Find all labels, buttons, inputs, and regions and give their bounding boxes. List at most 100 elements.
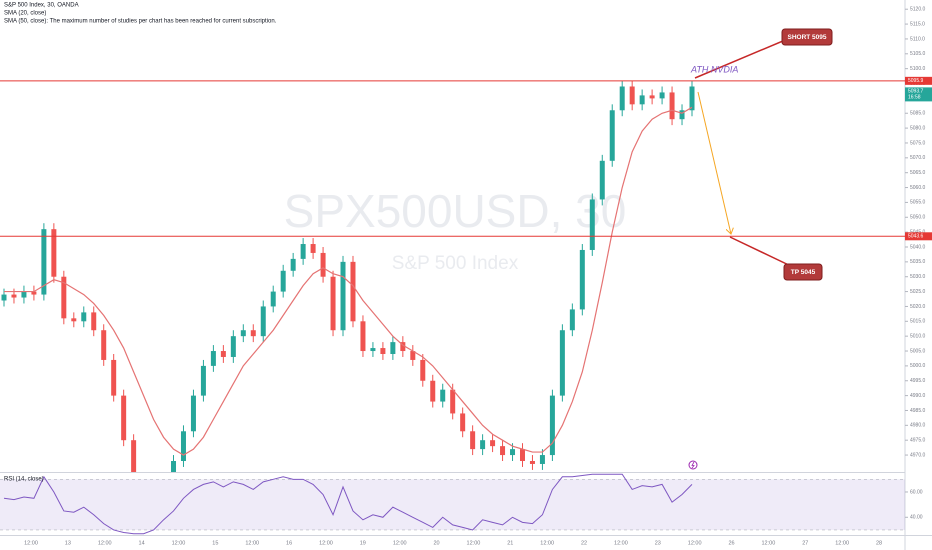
candle-body (11, 294, 17, 298)
x-tick-label: 23 (655, 540, 661, 546)
x-tick-label: 12:00 (835, 540, 849, 546)
x-tick-label: 21 (507, 540, 513, 546)
x-tick-label: 15 (212, 540, 218, 546)
x-tick-label: 12:00 (24, 540, 38, 546)
x-tick-label: 12:00 (172, 540, 186, 546)
candle-body (190, 395, 196, 432)
candle-body (400, 342, 406, 352)
candle-body (470, 431, 476, 450)
candle-body (320, 252, 326, 277)
y-tick-label: 4970.0 (910, 452, 926, 458)
candle-body (21, 291, 27, 298)
candle-body (71, 318, 77, 322)
candle-body (629, 86, 635, 105)
x-tick-label: 27 (802, 540, 808, 546)
candle-body (111, 359, 117, 396)
x-tick-label: 14 (139, 540, 145, 546)
axes: 4970.0 4975.0 4980.0 4985.0 4990.0 4995.0 5000… (0, 7, 932, 546)
main-pane (1, 80, 695, 472)
y-tick-label: 4990.0 (910, 393, 926, 399)
candle-body (1, 294, 7, 301)
candle-body (539, 455, 545, 464)
callout-line (729, 236, 796, 269)
candle-body (599, 160, 605, 200)
sma-line (4, 106, 693, 456)
y-tick-label: 5085.0 (910, 111, 926, 117)
x-tick-label: 12:00 (688, 540, 702, 546)
candle-body (250, 330, 256, 337)
level-label-box (905, 232, 932, 241)
candle-body (609, 110, 615, 161)
indicator-label: SMA (50, close): The maximum number of s… (4, 19, 277, 25)
candle-body (639, 95, 645, 105)
level-label-box (905, 76, 932, 85)
candle-body (220, 351, 226, 357)
level-label: 5095.9 (908, 78, 924, 84)
candle-body (340, 261, 346, 331)
candle-body (370, 348, 376, 352)
candle-body (270, 291, 276, 307)
y-tick-label: 5100.0 (910, 66, 926, 72)
rsi-label: RSI (14, close) (4, 477, 44, 483)
y-tick-label: 5105.0 (910, 51, 926, 57)
callout-box (783, 263, 823, 281)
candle-body (410, 351, 416, 360)
y-tick-label: 5050.0 (910, 215, 926, 221)
y-tick-label: 4980.0 (910, 423, 926, 429)
x-tick-label: 16 (286, 540, 292, 546)
last-price-label: 5093.7 (908, 89, 924, 95)
y-tick-label: 5115.0 (910, 21, 925, 27)
y-tick-label: 5065.0 (910, 170, 926, 176)
candle-body (230, 336, 236, 357)
y-tick-label: 5035.0 (910, 259, 926, 265)
candle-body (679, 110, 685, 120)
candle-body (210, 351, 216, 366)
rsi-pane (0, 473, 905, 535)
candle-body (300, 244, 306, 259)
y-tick-label: 5110.0 (910, 36, 925, 42)
y-tick-label: 5030.0 (910, 274, 926, 280)
x-tick-label: 12:00 (467, 540, 481, 546)
candle-body (569, 309, 575, 331)
candle-body (101, 330, 107, 360)
x-tick-label: 13 (65, 540, 71, 546)
callout-text: SHORT 5095 (787, 34, 826, 41)
level-label: 5043.6 (908, 234, 924, 240)
projection-arrow (697, 91, 731, 234)
annotation-text: ATH NVDIA (690, 64, 738, 74)
candle-body (450, 389, 456, 414)
candle-body (689, 86, 695, 111)
x-tick-label: 12:00 (393, 540, 407, 546)
y-tick-label: 5000.0 (910, 363, 926, 369)
candle-body (380, 348, 386, 354)
candle-body (310, 244, 316, 253)
callout-text: TP 5045 (791, 269, 816, 276)
x-tick-label: 12:00 (614, 540, 628, 546)
candle-body (330, 276, 336, 331)
candle-body (121, 395, 127, 441)
candle-body (420, 359, 426, 381)
candle-body (519, 449, 525, 462)
candle-body (649, 95, 655, 99)
y-tick-label: 5055.0 (910, 200, 926, 206)
x-tick-label: 20 (434, 540, 440, 546)
y-tick-label: 5015.0 (910, 319, 926, 325)
x-tick-label: 19 (360, 540, 366, 546)
y-tick-label: 5120.0 (910, 7, 926, 13)
candle-body (171, 461, 177, 472)
candle-body (480, 440, 486, 450)
candle-body (430, 380, 436, 402)
x-tick-label: 12:00 (245, 540, 259, 546)
candle-body (589, 199, 595, 250)
rsi-tick-label: 60.00 (910, 489, 923, 495)
candle-body (669, 92, 675, 120)
candle-body (490, 440, 496, 447)
watermark: SPX500USD, 30 (284, 185, 627, 237)
candle-body (549, 395, 555, 456)
event-icon (688, 460, 698, 470)
x-tick-label: 12:00 (762, 540, 776, 546)
chart-title: S&P 500 Index, 30, OANDA (4, 3, 79, 9)
callout-line (694, 37, 791, 79)
x-tick-label: 26 (728, 540, 734, 546)
